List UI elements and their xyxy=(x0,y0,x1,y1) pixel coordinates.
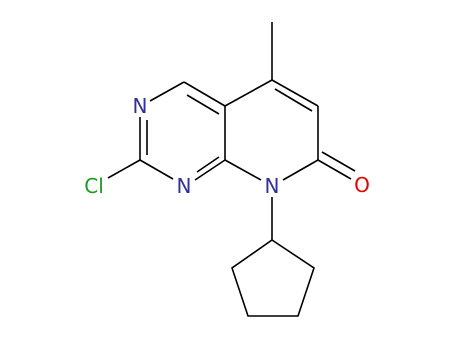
atom-label: N xyxy=(177,174,192,198)
atom-label: O xyxy=(354,173,370,197)
atom-label: Cl xyxy=(84,174,104,198)
atom-label: N xyxy=(265,174,280,198)
atom-label: N xyxy=(133,94,148,118)
bonds xyxy=(107,22,356,317)
